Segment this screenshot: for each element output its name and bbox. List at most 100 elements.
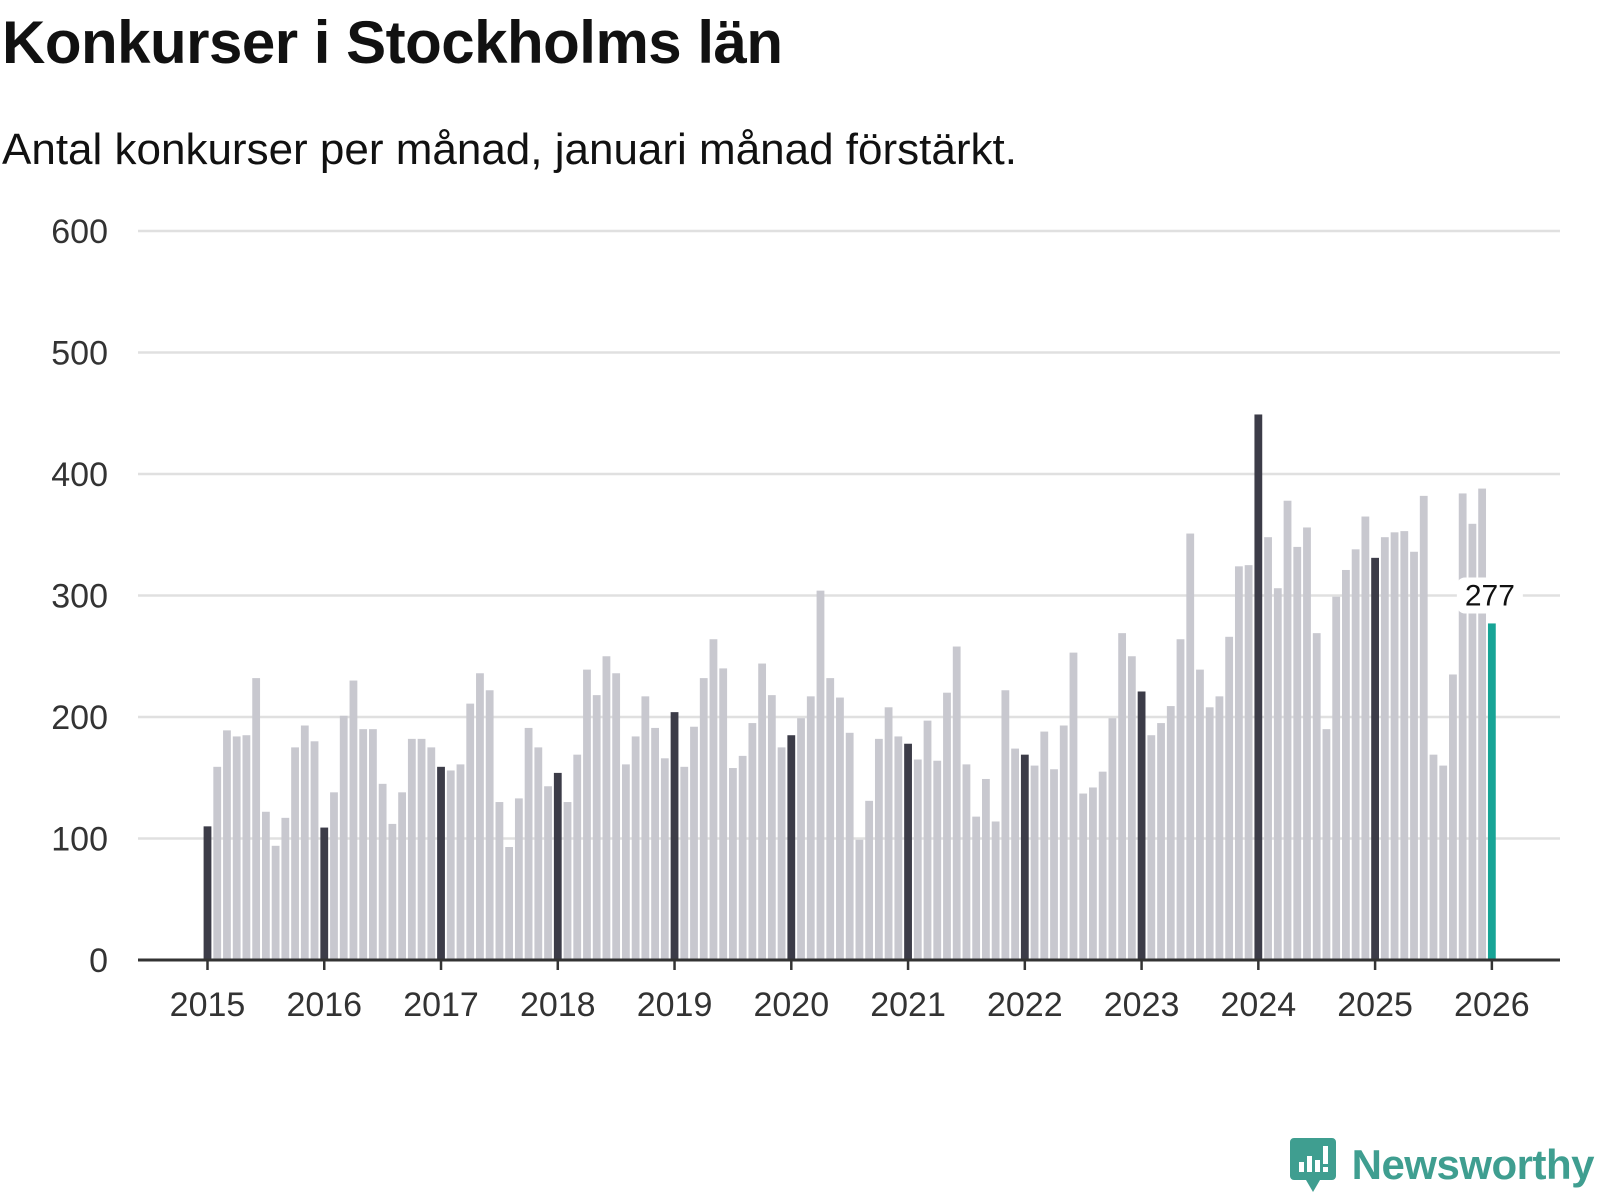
bar xyxy=(534,747,543,961)
bar xyxy=(1449,674,1457,960)
bar xyxy=(1157,723,1165,960)
bar xyxy=(495,802,504,960)
bar xyxy=(1205,707,1214,960)
bar xyxy=(797,718,805,960)
bar xyxy=(456,764,465,960)
bar xyxy=(943,692,951,960)
bar xyxy=(1215,696,1224,960)
brand-logo: Newsworthy xyxy=(1288,1136,1595,1194)
x-tick-label: 2025 xyxy=(1337,986,1413,1024)
y-axis-ticks: 0 100 200 300 400 500 600 xyxy=(51,213,108,980)
bar xyxy=(300,725,309,960)
bar xyxy=(738,755,747,960)
x-tick-label: 2017 xyxy=(403,986,479,1024)
bar xyxy=(699,678,708,960)
bar xyxy=(271,845,280,960)
bar xyxy=(1079,793,1088,960)
bar xyxy=(1030,765,1039,960)
y-tick-label: 600 xyxy=(51,213,108,251)
bar xyxy=(1196,669,1204,960)
bar xyxy=(651,727,659,960)
bar xyxy=(1001,690,1010,960)
x-tick-label: 2021 xyxy=(870,986,946,1024)
bar xyxy=(1468,523,1477,960)
bar xyxy=(446,770,455,960)
bar xyxy=(1332,596,1341,960)
bar xyxy=(223,730,231,960)
bar xyxy=(291,747,299,961)
bar xyxy=(884,707,893,960)
bar xyxy=(524,727,533,960)
bar xyxy=(476,673,484,960)
bar xyxy=(1186,533,1195,960)
bar xyxy=(505,847,514,960)
bar xyxy=(1273,588,1282,960)
bar xyxy=(952,646,961,960)
bar xyxy=(1234,566,1243,960)
bar xyxy=(855,839,864,960)
x-tick-label: 2015 xyxy=(170,986,246,1024)
bar xyxy=(1371,557,1379,960)
y-tick-label: 100 xyxy=(51,821,108,859)
bar xyxy=(1040,731,1049,960)
bar xyxy=(826,678,835,960)
bar xyxy=(1487,623,1496,960)
bar xyxy=(962,764,971,960)
x-tick-label: 2022 xyxy=(987,986,1063,1024)
chart-subtitle: Antal konkurser per månad, januari månad… xyxy=(2,125,1017,174)
bar xyxy=(213,766,222,960)
bar xyxy=(1137,691,1146,960)
bar xyxy=(865,800,874,960)
bar xyxy=(660,758,669,960)
annotations: 277 xyxy=(1456,577,1523,614)
bar xyxy=(1400,531,1409,960)
bar xyxy=(583,669,591,960)
bar xyxy=(913,759,922,960)
bar xyxy=(1244,565,1253,961)
bar xyxy=(631,736,640,960)
bar xyxy=(982,778,990,960)
x-tick-label: 2026 xyxy=(1454,986,1530,1024)
y-tick-label: 400 xyxy=(51,456,108,494)
bar xyxy=(845,732,854,960)
x-tick-label: 2019 xyxy=(637,986,713,1024)
bar xyxy=(923,720,932,960)
bar xyxy=(203,826,212,960)
bar xyxy=(1283,500,1292,960)
bar xyxy=(1050,769,1058,960)
bar xyxy=(1127,656,1136,960)
bar xyxy=(573,754,582,960)
bar xyxy=(369,729,377,960)
bar xyxy=(281,817,290,960)
chart-title: Konkurser i Stockholms län xyxy=(2,9,783,76)
bar xyxy=(378,783,387,960)
bar xyxy=(544,786,552,960)
bar xyxy=(1419,495,1428,960)
y-tick-label: 500 xyxy=(51,335,108,373)
x-tick-label: 2020 xyxy=(753,986,829,1024)
bar xyxy=(1176,639,1185,960)
bar xyxy=(252,678,261,960)
bar xyxy=(232,736,241,960)
bar xyxy=(972,816,981,960)
bar xyxy=(514,798,523,960)
y-tick-label: 200 xyxy=(51,699,108,737)
bar xyxy=(729,768,737,960)
bar xyxy=(874,738,883,960)
bar xyxy=(933,760,942,960)
y-tick-label: 300 xyxy=(51,578,108,616)
bar xyxy=(641,696,650,960)
bar xyxy=(1011,748,1019,960)
bar xyxy=(563,802,572,960)
bar xyxy=(1351,549,1360,960)
bar xyxy=(748,723,757,960)
bar xyxy=(242,735,251,960)
bar xyxy=(767,695,776,960)
bar xyxy=(991,821,1000,960)
bar xyxy=(1225,636,1234,960)
bar xyxy=(388,823,397,960)
bar xyxy=(758,663,767,960)
bar xyxy=(1293,546,1302,960)
bar xyxy=(836,697,844,960)
bar xyxy=(320,827,329,960)
